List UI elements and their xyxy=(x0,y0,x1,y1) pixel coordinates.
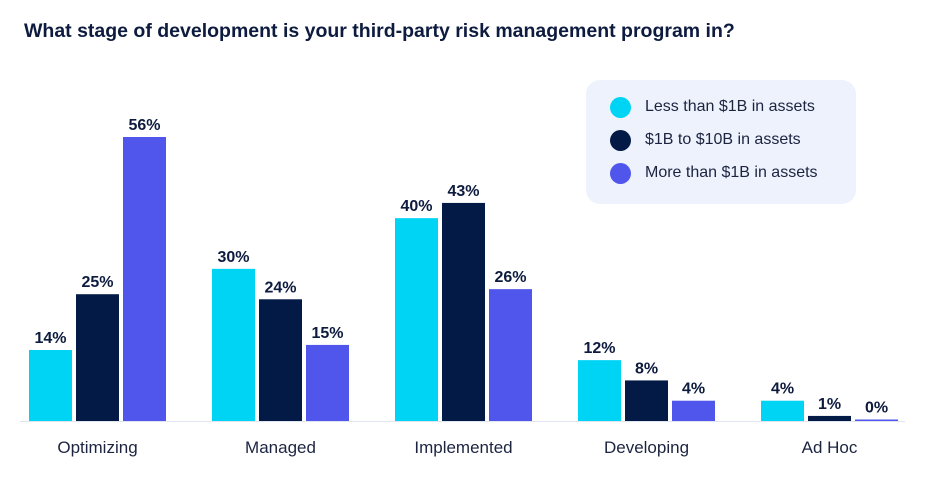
bar-ad-hoc-small xyxy=(761,400,804,421)
data-label-implemented-small: 40% xyxy=(400,198,432,215)
data-label-developing-large: 4% xyxy=(682,381,705,398)
data-label-ad-hoc-small: 4% xyxy=(771,381,794,398)
category-label-ad-hoc: Ad Hoc xyxy=(802,438,858,457)
bar-implemented-mid xyxy=(442,202,485,421)
data-label-optimizing-mid: 25% xyxy=(81,274,113,291)
bar-developing-small xyxy=(578,360,621,421)
category-label-managed: Managed xyxy=(245,438,316,457)
bar-optimizing-small xyxy=(29,350,72,421)
legend-swatch-small xyxy=(610,96,631,118)
data-label-optimizing-small: 14% xyxy=(34,330,66,347)
legend-item-large: More than $1B in assets xyxy=(610,162,818,184)
bar-managed-mid xyxy=(259,299,302,421)
legend: Less than $1B in assets $1B to $10B in a… xyxy=(586,80,856,204)
bar-developing-mid xyxy=(625,380,668,421)
bar-developing-large xyxy=(672,400,715,421)
data-label-developing-mid: 8% xyxy=(635,360,658,377)
bar-optimizing-mid xyxy=(76,294,119,421)
bar-managed-small xyxy=(212,268,255,421)
data-label-ad-hoc-large: 0% xyxy=(865,400,888,417)
legend-swatch-large xyxy=(610,162,631,184)
chart-title: What stage of development is your third-… xyxy=(24,20,735,42)
data-label-implemented-mid: 43% xyxy=(447,183,479,200)
category-label-implemented: Implemented xyxy=(414,438,512,457)
legend-label-mid: $1B to $10B in assets xyxy=(645,131,801,148)
bar-managed-large xyxy=(306,344,349,421)
data-label-developing-small: 12% xyxy=(583,340,615,357)
data-label-optimizing-large: 56% xyxy=(128,117,160,134)
bar-optimizing-large xyxy=(123,137,166,421)
legend-label-large: More than $1B in assets xyxy=(645,164,818,181)
legend-item-small: Less than $1B in assets xyxy=(610,96,815,118)
legend-swatch-mid xyxy=(610,129,631,151)
data-label-implemented-large: 26% xyxy=(494,269,526,286)
category-label-optimizing: Optimizing xyxy=(57,438,137,457)
data-label-ad-hoc-mid: 1% xyxy=(818,396,841,413)
bar-implemented-large xyxy=(489,289,532,421)
bar-ad-hoc-large xyxy=(855,419,898,421)
data-label-managed-large: 15% xyxy=(311,325,343,342)
bar-ad-hoc-mid xyxy=(808,415,851,421)
data-label-managed-mid: 24% xyxy=(264,279,296,296)
legend-item-mid: $1B to $10B in assets xyxy=(610,129,801,151)
bar-implemented-small xyxy=(395,218,438,421)
legend-label-small: Less than $1B in assets xyxy=(645,98,815,115)
category-label-developing: Developing xyxy=(604,438,689,457)
data-label-managed-small: 30% xyxy=(217,249,249,266)
